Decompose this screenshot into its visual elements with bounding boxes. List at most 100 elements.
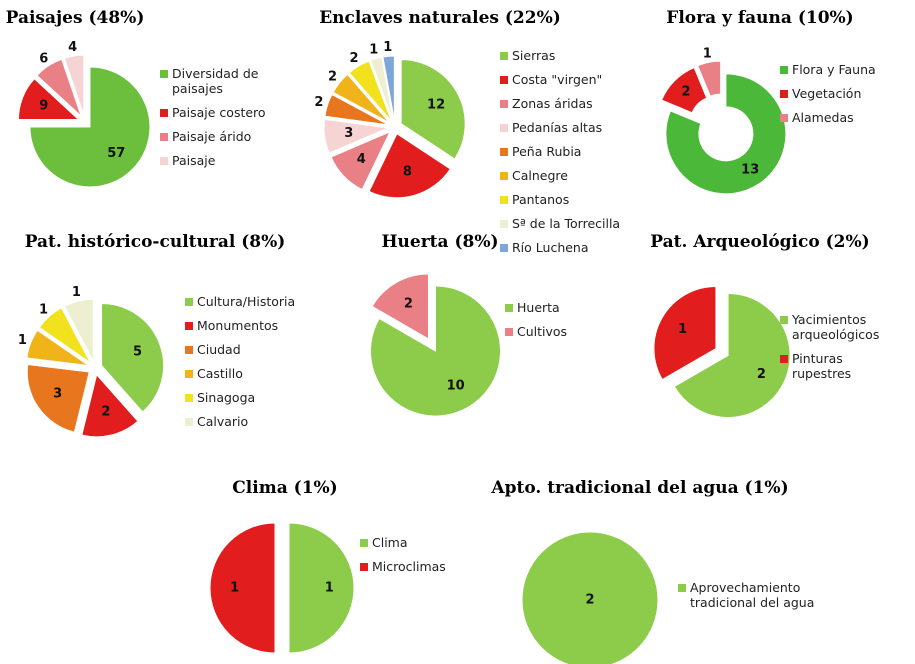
legend-item: Castillo (185, 366, 315, 381)
pie-slice (660, 66, 708, 114)
data-label: 1 (383, 40, 392, 55)
data-label: 1 (325, 581, 334, 596)
legend-swatch (505, 328, 513, 336)
legend-label: Paisaje costero (172, 105, 266, 120)
legend-item: Pedanías altas (500, 120, 640, 135)
legend-swatch (500, 244, 508, 252)
data-label: 9 (39, 98, 48, 113)
chart-title: Enclaves naturales (22%) (319, 8, 561, 28)
legend-item: Sª de la Torrecilla (500, 216, 640, 231)
pie-slice (382, 55, 395, 121)
legend-label: Diversidad de paisajes (172, 66, 259, 96)
data-label: 6 (39, 51, 48, 66)
legend-swatch (780, 66, 788, 74)
legend-item: Cultura/Historia (185, 294, 315, 309)
legend-item: Pantanos (500, 192, 640, 207)
chart-title: Pat. histórico-cultural (8%) (24, 232, 286, 252)
data-label: 4 (68, 40, 77, 55)
legend: Flora y Fauna Vegetación Alamedas (780, 62, 910, 134)
data-label: 1 (369, 42, 378, 57)
legend: Aprovechamiento tradicional del agua (678, 580, 838, 619)
legend-item: Microclimas (360, 559, 480, 574)
legend-swatch (500, 124, 508, 132)
legend-item: Costa "virgen" (500, 72, 640, 87)
legend-swatch (500, 76, 508, 84)
legend-label: Paisaje (172, 153, 216, 168)
legend-label: Costa "virgen" (512, 72, 603, 87)
data-label: 1 (72, 285, 81, 300)
pie-slice (26, 363, 90, 433)
data-label: 3 (53, 386, 62, 401)
legend-swatch (500, 220, 508, 228)
legend-label: Aprovechamiento tradicional del agua (690, 580, 815, 610)
legend-swatch (160, 109, 168, 117)
legend-label: Zonas áridas (512, 96, 593, 111)
chart-title: Flora y fauna (10%) (666, 8, 854, 28)
pie-slice (209, 522, 276, 654)
legend-item: Sinagoga (185, 390, 315, 405)
legend-label: Calvario (197, 414, 249, 429)
legend-label: Cultura/Historia (197, 294, 296, 309)
pie-slice (26, 329, 89, 367)
data-label: 1 (230, 581, 239, 596)
data-label: 2 (757, 367, 766, 382)
legend-label: Castillo (197, 366, 243, 381)
legend-item: Yacimientos arqueológicos (780, 312, 900, 342)
legend-item: Monumentos (185, 318, 315, 333)
legend-item: Pinturas rupestres (780, 351, 900, 381)
legend-item: Calvario (185, 414, 315, 429)
data-label: 3 (344, 126, 353, 141)
legend: Yacimientos arqueológicos Pinturas rupest… (780, 312, 900, 390)
legend-label: Pinturas rupestres (792, 351, 852, 381)
pie-slice (63, 54, 85, 116)
legend-label: Pedanías altas (512, 120, 603, 135)
legend-label: Río Luchena (512, 240, 589, 255)
legend-item: Sierras (500, 48, 640, 63)
pie-slice (288, 522, 355, 654)
legend-label: Peña Rubia (512, 144, 582, 159)
legend-swatch (500, 100, 508, 108)
pie-slice (332, 73, 390, 124)
legend-label: Microclimas (372, 559, 446, 574)
legend-label: Paisaje árido (172, 129, 252, 144)
data-label: 4 (357, 152, 366, 167)
legend-swatch (185, 394, 193, 402)
legend-item: Paisaje (160, 153, 310, 168)
legend-item: Peña Rubia (500, 144, 640, 159)
legend-item: Aprovechamiento tradicional del agua (678, 580, 838, 610)
legend-label: Clima (372, 535, 408, 550)
pie-slice (368, 133, 451, 199)
legend-swatch (185, 298, 193, 306)
pie-slice (330, 130, 391, 191)
data-label: 1 (678, 322, 687, 337)
chart-title: Huerta (8%) (381, 232, 499, 252)
legend-item: Huerta (505, 300, 625, 315)
chart-title: Pat. Arqueológico (2%) (650, 232, 870, 252)
legend-item: Zonas áridas (500, 96, 640, 111)
pie-slice (101, 303, 165, 413)
legend-swatch (780, 355, 788, 363)
legend-label: Pantanos (512, 192, 570, 207)
pie-slice (653, 285, 717, 381)
legend-swatch (185, 370, 193, 378)
pie-slice (521, 531, 659, 664)
pie-slice (29, 66, 151, 188)
legend: Clima Microclimas (360, 535, 480, 583)
data-label: 10 (447, 378, 465, 393)
legend-swatch (185, 418, 193, 426)
legend-swatch (185, 346, 193, 354)
data-label: 1 (703, 47, 712, 62)
data-label: 2 (682, 85, 691, 100)
legend-label: Sinagoga (197, 390, 256, 405)
legend: Sierras Costa "virgen" Zonas áridas Pedanía… (500, 48, 640, 264)
legend-swatch (500, 52, 508, 60)
legend-swatch (780, 316, 788, 324)
pie-slice (370, 285, 501, 417)
legend-swatch (678, 584, 686, 592)
pie-slice (697, 60, 722, 97)
legend-label: Huerta (517, 300, 560, 315)
data-label: 13 (741, 163, 759, 178)
pie-slice (36, 58, 82, 117)
data-label: 57 (107, 146, 125, 161)
